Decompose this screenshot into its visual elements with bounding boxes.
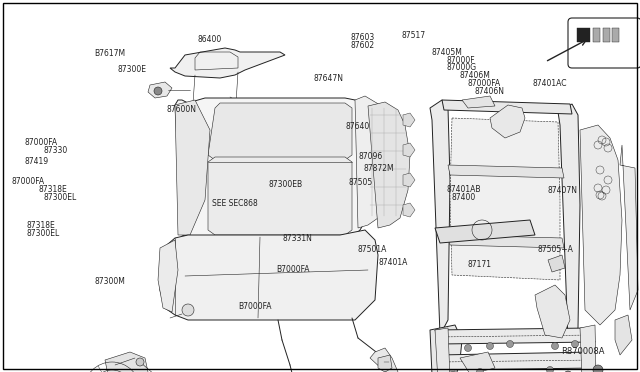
Polygon shape — [370, 348, 398, 372]
Text: 87400: 87400 — [451, 193, 476, 202]
Circle shape — [477, 369, 483, 372]
Text: 87330: 87330 — [44, 146, 68, 155]
Polygon shape — [450, 118, 560, 280]
Polygon shape — [403, 203, 415, 217]
Polygon shape — [430, 100, 450, 335]
Text: 87406M: 87406M — [460, 71, 490, 80]
Text: 87300EL: 87300EL — [27, 229, 60, 238]
Circle shape — [465, 344, 472, 352]
Polygon shape — [438, 352, 596, 370]
Polygon shape — [558, 104, 580, 340]
Text: 87000FA: 87000FA — [467, 79, 500, 88]
Text: 87000G: 87000G — [447, 63, 477, 72]
Polygon shape — [603, 28, 610, 42]
Text: 87602: 87602 — [351, 41, 375, 50]
Text: 87872M: 87872M — [364, 164, 394, 173]
Text: 87171: 87171 — [467, 260, 492, 269]
Polygon shape — [535, 285, 570, 338]
Text: 87603: 87603 — [351, 33, 375, 42]
Text: 87406N: 87406N — [475, 87, 505, 96]
Polygon shape — [355, 96, 385, 228]
Polygon shape — [435, 328, 450, 372]
Text: 87000FA: 87000FA — [24, 138, 58, 147]
Text: 87600N: 87600N — [166, 105, 196, 114]
Text: 87505: 87505 — [349, 178, 373, 187]
Polygon shape — [548, 255, 565, 272]
Text: SEE SEC868: SEE SEC868 — [212, 199, 258, 208]
Text: 87318E: 87318E — [27, 221, 56, 230]
Polygon shape — [460, 352, 495, 372]
Polygon shape — [403, 173, 415, 187]
Polygon shape — [158, 240, 178, 312]
Polygon shape — [580, 325, 596, 372]
Circle shape — [136, 358, 144, 366]
Polygon shape — [442, 100, 572, 114]
Polygon shape — [593, 28, 600, 42]
Polygon shape — [430, 325, 462, 372]
Polygon shape — [105, 352, 148, 372]
Polygon shape — [148, 82, 172, 98]
Polygon shape — [403, 143, 415, 157]
Circle shape — [547, 366, 554, 372]
Polygon shape — [368, 102, 410, 228]
Text: 87505+A: 87505+A — [538, 245, 573, 254]
Circle shape — [552, 343, 559, 350]
Polygon shape — [620, 145, 638, 310]
Text: 87401AB: 87401AB — [447, 185, 481, 194]
Text: 87000FA: 87000FA — [12, 177, 45, 186]
Circle shape — [154, 87, 162, 95]
Polygon shape — [175, 98, 375, 238]
Circle shape — [572, 340, 579, 347]
Text: 87517: 87517 — [402, 31, 426, 40]
Polygon shape — [160, 230, 378, 320]
Circle shape — [486, 343, 493, 350]
Polygon shape — [432, 371, 458, 372]
Text: B7000FA: B7000FA — [238, 302, 271, 311]
Text: 86400: 86400 — [197, 35, 221, 44]
Circle shape — [182, 304, 194, 316]
Polygon shape — [378, 355, 392, 372]
Polygon shape — [403, 113, 415, 127]
Text: 87331N: 87331N — [283, 234, 313, 243]
Text: 87407N: 87407N — [547, 186, 577, 195]
Text: 87501A: 87501A — [357, 245, 387, 254]
Polygon shape — [612, 28, 619, 42]
Polygon shape — [208, 157, 352, 235]
Text: 87300EL: 87300EL — [44, 193, 77, 202]
Circle shape — [564, 371, 572, 372]
Polygon shape — [490, 105, 525, 138]
Polygon shape — [577, 28, 590, 42]
Polygon shape — [580, 125, 622, 325]
Text: 87405M: 87405M — [432, 48, 463, 57]
Text: 87000F: 87000F — [447, 56, 476, 65]
Circle shape — [506, 340, 513, 347]
Polygon shape — [435, 220, 535, 243]
Text: B7617M: B7617M — [95, 49, 126, 58]
Text: 87401A: 87401A — [379, 258, 408, 267]
Text: R870008A: R870008A — [561, 347, 605, 356]
Text: 87640: 87640 — [346, 122, 370, 131]
Polygon shape — [448, 165, 564, 178]
Text: 87300E: 87300E — [117, 65, 146, 74]
Text: 87300EB: 87300EB — [269, 180, 303, 189]
Text: 87096: 87096 — [358, 152, 383, 161]
Polygon shape — [175, 100, 210, 235]
Polygon shape — [448, 235, 564, 248]
Text: 87300M: 87300M — [95, 278, 125, 286]
Circle shape — [593, 365, 603, 372]
Polygon shape — [462, 96, 495, 108]
Polygon shape — [208, 103, 352, 160]
Text: B7000FA: B7000FA — [276, 265, 310, 274]
Text: 87647N: 87647N — [314, 74, 344, 83]
Text: 87419: 87419 — [24, 157, 49, 166]
Polygon shape — [435, 328, 595, 344]
Polygon shape — [170, 48, 285, 78]
Text: 87401AC: 87401AC — [532, 79, 567, 88]
FancyBboxPatch shape — [568, 18, 640, 68]
Polygon shape — [615, 315, 632, 355]
Text: 87318E: 87318E — [38, 185, 67, 194]
